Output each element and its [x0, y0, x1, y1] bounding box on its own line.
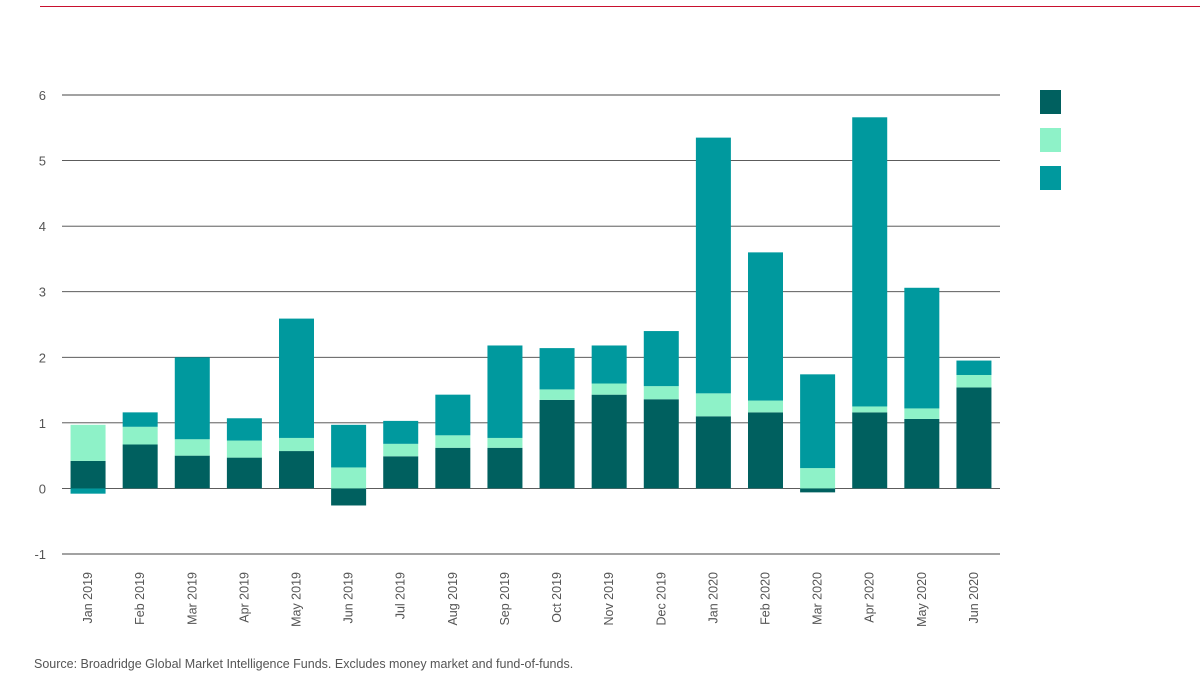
bar-segment-1: [331, 488, 367, 506]
bar-segment-1: [852, 412, 888, 489]
x-tick-label: Jan 2019: [81, 572, 95, 623]
legend-swatch-3: [1040, 166, 1061, 190]
bar-segment-2: [956, 374, 992, 388]
bar-segment-3: [695, 137, 731, 394]
bar-segment-2: [852, 406, 888, 413]
x-tick-label: Dec 2019: [654, 572, 668, 626]
bar-segment-2: [487, 437, 523, 448]
bar-segment-3: [435, 394, 471, 436]
bar-segment-2: [904, 408, 940, 419]
x-tick-label: May 2019: [290, 572, 304, 627]
x-tick-label: Jan 2020: [706, 572, 720, 623]
bar-segment-3: [956, 360, 992, 375]
bar-segment-2: [435, 435, 471, 448]
legend: [1040, 90, 1061, 190]
bar-segment-2: [383, 443, 419, 457]
bar-segment-1: [226, 457, 262, 489]
bar-segment-2: [591, 383, 627, 395]
x-tick-label: Oct 2019: [550, 572, 564, 623]
bar-segment-3: [904, 287, 940, 409]
bar-segment-2: [331, 467, 367, 489]
bar-segment-2: [70, 424, 106, 461]
bar-segment-2: [174, 439, 210, 456]
y-tick-label: 6: [39, 88, 46, 103]
bar-segment-3: [383, 420, 419, 444]
legend-swatch-1: [1040, 90, 1061, 114]
y-tick-label: 1: [39, 416, 46, 431]
y-tick-label: 3: [39, 285, 46, 300]
bar-segment-1: [487, 447, 523, 489]
bar-segment-1: [695, 416, 731, 489]
bar-segment-1: [435, 447, 471, 489]
bar-segment-1: [279, 451, 314, 489]
bar-segment-2: [748, 400, 783, 413]
x-tick-label: Mar 2020: [811, 572, 825, 625]
x-tick-label: Apr 2019: [237, 572, 251, 623]
bar-segment-1: [70, 460, 106, 489]
x-tick-label: Jun 2020: [967, 572, 981, 623]
bar-segment-3: [279, 318, 314, 438]
x-tick-label: Nov 2019: [602, 572, 616, 626]
bar-segment-3: [748, 252, 783, 401]
bar-segment-1: [748, 412, 783, 489]
bar-segment-3: [70, 488, 106, 494]
bar-segment-1: [800, 488, 836, 493]
y-tick-label: 5: [39, 154, 46, 169]
gridlines: [62, 94, 1000, 555]
bar-segment-3: [226, 418, 262, 441]
x-tick-label: Jun 2019: [342, 572, 356, 623]
x-tick-label: Feb 2020: [759, 572, 773, 625]
y-tick-label: 0: [39, 481, 46, 496]
source-note: Source: Broadridge Global Market Intelli…: [34, 657, 574, 671]
bar-segment-1: [539, 399, 575, 489]
y-tick-label: 2: [39, 350, 46, 365]
x-tick-label: Feb 2019: [133, 572, 147, 625]
bar-segment-3: [643, 331, 679, 387]
bar-segment-3: [800, 374, 836, 469]
bar-segment-1: [591, 394, 627, 489]
bar-segment-1: [904, 418, 940, 489]
x-tick-label: Jul 2019: [394, 572, 408, 619]
bar-segment-2: [226, 440, 262, 458]
bar-segment-1: [956, 387, 992, 489]
bar-segment-2: [643, 386, 679, 400]
top-accent-rule: [40, 6, 1200, 7]
bar-segment-3: [852, 117, 888, 407]
bar-segment-2: [800, 468, 836, 489]
bar-segment-1: [383, 456, 419, 489]
axes: -1 0 1 2 3 4 5 6 Jan 2019 Feb 2019 Mar 2019 Apr 201…: [34, 88, 981, 627]
bar-segment-3: [487, 345, 523, 438]
y-tick-label: 4: [39, 219, 46, 234]
bar-segment-1: [174, 455, 210, 489]
x-tick-label: Aug 2019: [446, 572, 460, 626]
bar-segment-1: [122, 444, 158, 489]
bar-segment-3: [539, 348, 575, 390]
x-tick-label: May 2020: [915, 572, 929, 627]
bar-segment-2: [122, 426, 158, 445]
y-tick-label: -1: [34, 547, 46, 562]
bar-segment-2: [539, 389, 575, 400]
x-tick-label: Apr 2020: [863, 572, 877, 623]
bars: [70, 117, 992, 506]
bar-segment-3: [174, 357, 210, 440]
bar-segment-1: [643, 399, 679, 489]
x-tick-label: Mar 2019: [185, 572, 199, 625]
bar-segment-3: [331, 424, 367, 468]
x-tick-label: Sep 2019: [498, 572, 512, 626]
bar-segment-2: [695, 393, 731, 417]
bar-segment-3: [591, 345, 627, 384]
bar-segment-3: [122, 412, 158, 427]
bar-segment-2: [279, 437, 314, 452]
legend-swatch-2: [1040, 128, 1061, 152]
